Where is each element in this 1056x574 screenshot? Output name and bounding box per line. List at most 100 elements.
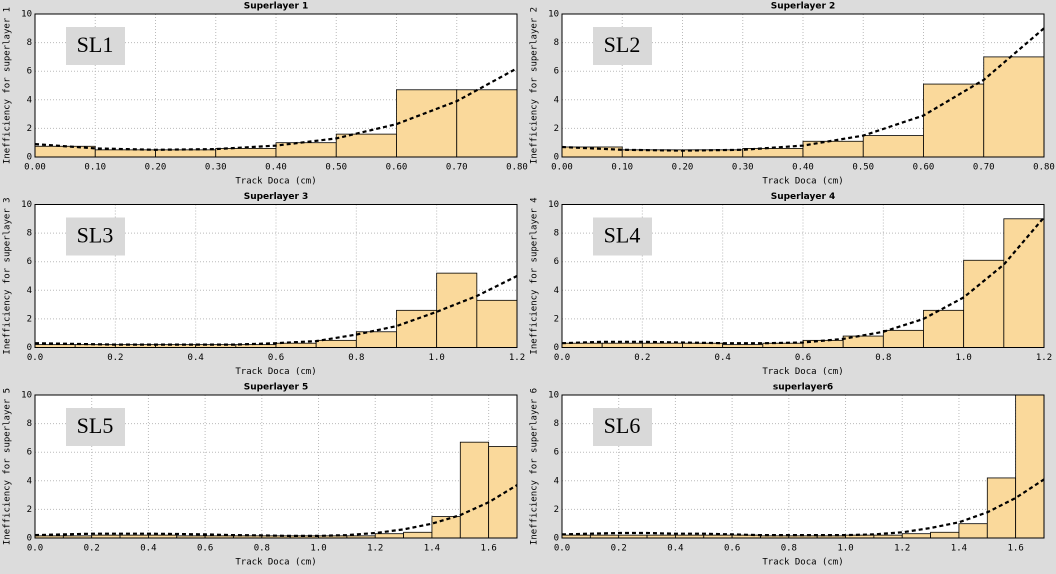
x-tick-label: 0.50 — [325, 163, 347, 173]
y-tick-label: 4 — [27, 95, 32, 105]
chart-title: Superlayer 2 — [771, 2, 836, 12]
bar — [488, 446, 517, 538]
x-tick-label: 1.4 — [424, 544, 440, 554]
x-tick-label: 0.40 — [792, 163, 814, 173]
annotation-box — [593, 27, 652, 65]
x-tick-label: 0.40 — [265, 163, 287, 173]
bars — [35, 441, 517, 538]
bar — [1015, 395, 1044, 538]
panel: 0 2 4 6 8 10 0.0 0.2 0.4 0.6 0.8 1.0 1.2 Superlayer 4… — [530, 192, 1053, 377]
annotation-box — [593, 217, 652, 256]
y-axis-label: Inefficiency for superlayer 6 — [530, 388, 540, 545]
x-axis-label: Track Doca (cm) — [235, 558, 316, 568]
fit-curve — [562, 216, 1044, 345]
plot-frame — [561, 204, 1045, 348]
y-tick-label: 10 — [21, 10, 32, 20]
x-tick-label: 0.0 — [27, 353, 43, 363]
x-tick-label: 0.4 — [667, 544, 683, 554]
x-tick-label: 0.20 — [145, 163, 167, 173]
x-tick-label: 0.6 — [268, 353, 284, 363]
x-tick-label: 0.30 — [732, 163, 754, 173]
annotation: SL4 — [604, 223, 641, 248]
annotation: SL5 — [77, 413, 114, 438]
y-tick-label: 0 — [554, 534, 559, 544]
x-tick-label: 0.70 — [973, 163, 995, 173]
x-tick-label: 0.2 — [611, 544, 627, 554]
x-tick-label: 0.2 — [107, 353, 123, 363]
y-tick-label: 10 — [548, 200, 559, 210]
chart-title: superlayer6 — [773, 383, 833, 393]
x-tick-label: 1.6 — [481, 544, 497, 554]
x-tick-label: 0.0 — [554, 544, 570, 554]
x-tick-label: 0.30 — [205, 163, 227, 173]
bar — [396, 309, 438, 348]
x-tick-label: 1.2 — [367, 544, 383, 554]
panel: 0 2 4 6 8 10 0.0 0.2 0.4 0.6 0.8 1.0 1.2 1.4 1.6 Superl… — [3, 383, 518, 568]
x-tick-label: 0.60 — [913, 163, 935, 173]
y-tick-label: 2 — [27, 505, 32, 515]
panel: 0 2 4 6 8 10 0.0 0.2 0.4 0.6 0.8 1.0 1.2 Superlayer 3… — [3, 192, 526, 377]
fit-curve — [562, 478, 1044, 537]
y-tick-label: 8 — [27, 229, 32, 239]
x-tick-label: 0.6 — [197, 544, 213, 554]
y-tick-label: 10 — [548, 10, 559, 20]
y-tick-label: 4 — [27, 286, 32, 296]
y-tick-label: 8 — [554, 419, 559, 429]
bar — [374, 533, 404, 538]
y-tick-label: 10 — [21, 200, 32, 210]
annotation: SL2 — [604, 32, 641, 57]
x-tick-label: 0.4 — [140, 544, 156, 554]
bar — [601, 342, 643, 348]
bar — [923, 83, 985, 157]
x-tick-label: 0.8 — [781, 544, 797, 554]
plot-frame — [34, 394, 518, 539]
x-tick-label: 1.0 — [956, 353, 972, 363]
x-tick-label: 0.2 — [634, 353, 650, 363]
chart-title: Superlayer 3 — [244, 192, 309, 202]
y-tick-label: 4 — [27, 476, 32, 486]
chart-title: Superlayer 4 — [771, 192, 836, 202]
annotation: SL1 — [77, 32, 114, 57]
bar — [882, 329, 924, 348]
y-tick-label: 4 — [554, 476, 559, 486]
x-tick-label: 1.0 — [837, 544, 853, 554]
x-tick-label: 0.8 — [875, 353, 891, 363]
x-tick-label: 0.0 — [554, 353, 570, 363]
y-tick-label: 2 — [554, 124, 559, 134]
annotation-box — [66, 217, 125, 256]
y-axis-label: Inefficiency for superlayer 3 — [3, 197, 13, 354]
y-tick-label: 0 — [27, 343, 32, 353]
bar — [315, 339, 357, 348]
annotation-box — [66, 408, 125, 446]
bar — [94, 149, 156, 157]
fit-curve — [35, 484, 517, 537]
y-axis-label: Inefficiency for superlayer 5 — [3, 388, 13, 545]
y-tick-label: 8 — [27, 38, 32, 48]
x-tick-label: 0.8 — [254, 544, 270, 554]
plot-frame — [34, 13, 518, 158]
bar — [1003, 218, 1044, 348]
x-tick-label: 0.00 — [24, 163, 46, 173]
x-tick-label: 1.2 — [509, 353, 525, 363]
x-tick-label: 0.4 — [715, 353, 731, 363]
annotation: SL3 — [77, 223, 114, 248]
y-tick-label: 0 — [554, 153, 559, 163]
x-tick-label: 0.10 — [611, 163, 633, 173]
bar — [275, 142, 337, 157]
chart-title: Superlayer 1 — [244, 2, 309, 12]
bar — [456, 89, 517, 157]
y-axis-label: Inefficiency for superlayer 2 — [530, 7, 540, 164]
x-tick-label: 0.20 — [672, 163, 694, 173]
bar — [983, 56, 1044, 157]
bar — [802, 140, 864, 157]
y-tick-label: 6 — [554, 448, 559, 458]
x-tick-label: 0.2 — [84, 544, 100, 554]
y-tick-label: 6 — [27, 257, 32, 267]
x-tick-label: 0.6 — [724, 544, 740, 554]
x-axis-label: Track Doca (cm) — [762, 558, 843, 568]
y-axis-label: Inefficiency for superlayer 4 — [530, 197, 540, 354]
x-tick-label: 1.0 — [310, 544, 326, 554]
y-tick-label: 10 — [548, 391, 559, 401]
x-tick-label: 0.0 — [27, 544, 43, 554]
y-tick-label: 10 — [21, 391, 32, 401]
